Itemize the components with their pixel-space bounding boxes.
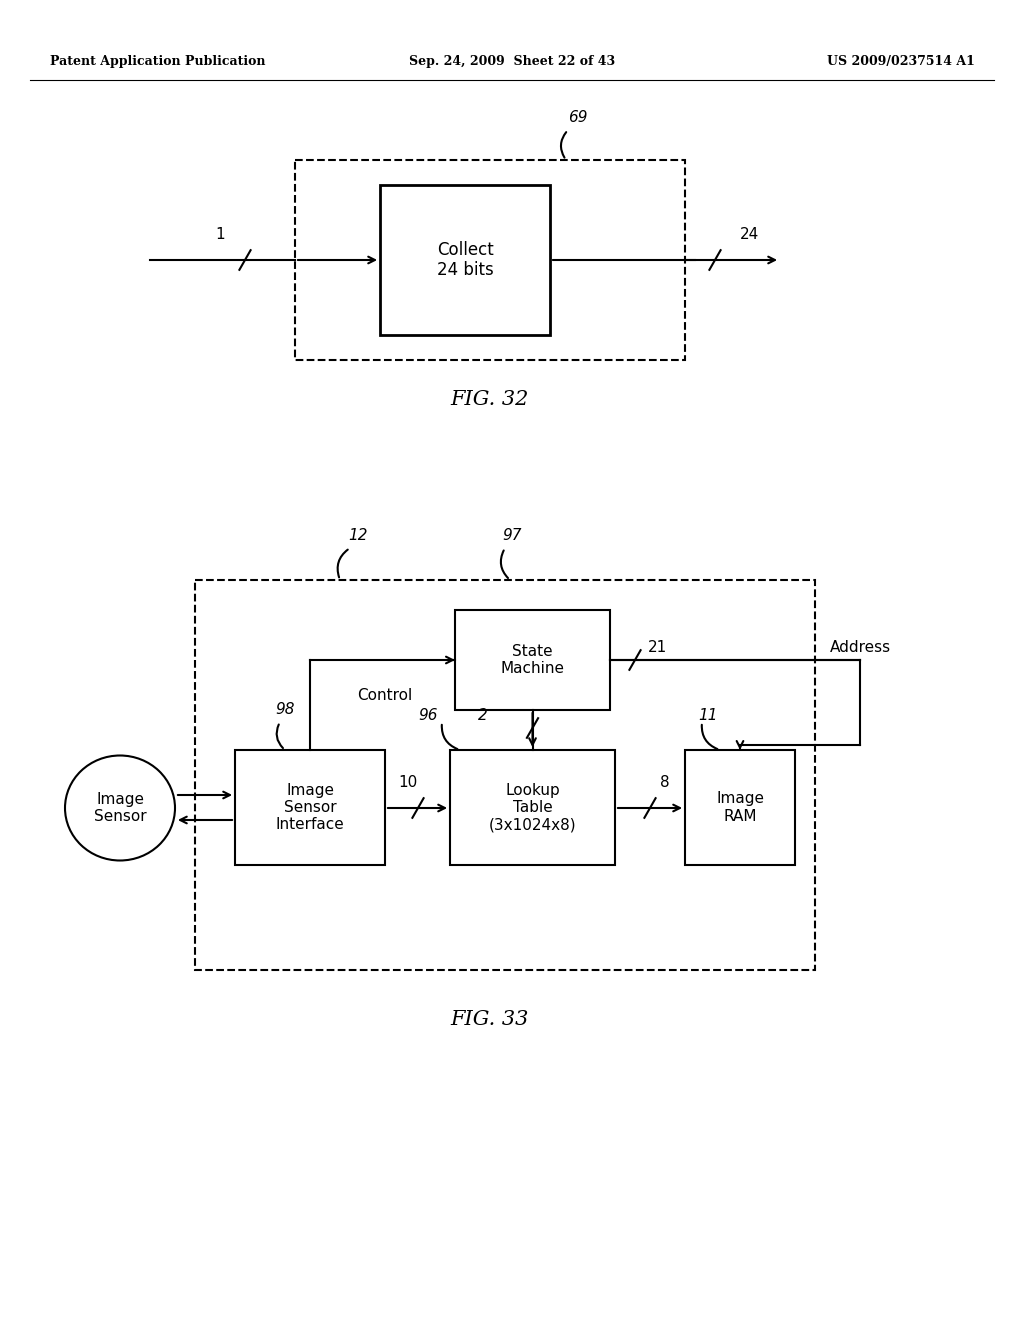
Bar — [450, 750, 615, 865]
Text: FIG. 32: FIG. 32 — [451, 389, 529, 409]
Text: Sep. 24, 2009  Sheet 22 of 43: Sep. 24, 2009 Sheet 22 of 43 — [409, 55, 615, 69]
Text: Address: Address — [830, 640, 891, 656]
Text: 21: 21 — [648, 640, 668, 656]
Text: US 2009/0237514 A1: US 2009/0237514 A1 — [827, 55, 975, 69]
FancyArrowPatch shape — [561, 132, 566, 157]
Text: State
Machine: State Machine — [501, 644, 564, 676]
Text: 8: 8 — [660, 775, 670, 789]
Text: Control: Control — [357, 688, 413, 702]
Text: 12: 12 — [348, 528, 368, 543]
FancyArrowPatch shape — [338, 549, 348, 577]
Text: 24: 24 — [740, 227, 759, 242]
Bar — [380, 185, 550, 335]
Text: Patent Application Publication: Patent Application Publication — [50, 55, 265, 69]
Text: Collect
24 bits: Collect 24 bits — [436, 240, 494, 280]
Text: 98: 98 — [275, 702, 295, 718]
Text: 69: 69 — [568, 111, 588, 125]
Ellipse shape — [65, 755, 175, 861]
Text: Image
RAM: Image RAM — [716, 791, 764, 824]
Bar — [295, 160, 685, 360]
Text: 2: 2 — [478, 708, 487, 722]
Text: FIG. 33: FIG. 33 — [451, 1010, 529, 1030]
FancyArrowPatch shape — [501, 550, 508, 578]
Bar — [234, 750, 385, 865]
Text: 1: 1 — [215, 227, 225, 242]
Text: 11: 11 — [698, 708, 718, 722]
FancyArrowPatch shape — [276, 725, 283, 748]
FancyArrowPatch shape — [701, 725, 718, 748]
Text: Image
Sensor
Interface: Image Sensor Interface — [275, 783, 344, 833]
Text: Image
Sensor: Image Sensor — [93, 792, 146, 824]
Text: 97: 97 — [502, 528, 521, 543]
Bar — [685, 750, 795, 865]
Text: Lookup
Table
(3x1024x8): Lookup Table (3x1024x8) — [488, 783, 577, 833]
Bar — [195, 579, 815, 970]
Bar — [455, 610, 610, 710]
Text: 10: 10 — [398, 775, 418, 789]
FancyArrowPatch shape — [441, 725, 458, 748]
Text: 96: 96 — [419, 708, 438, 722]
